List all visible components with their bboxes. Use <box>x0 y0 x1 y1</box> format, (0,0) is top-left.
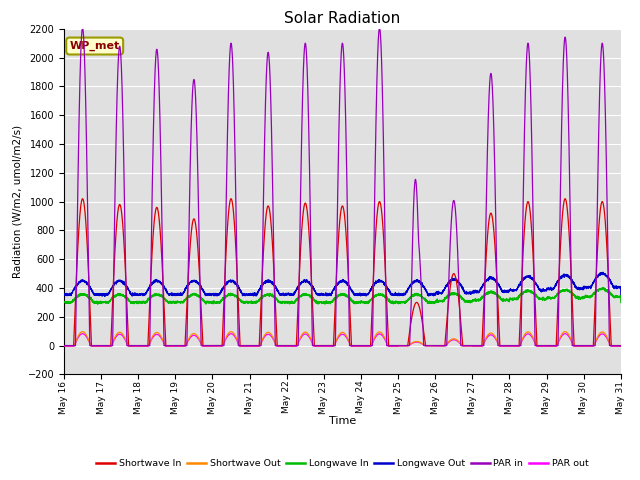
Text: WP_met: WP_met <box>70 41 120 51</box>
Y-axis label: Radiation (W/m2, umol/m2/s): Radiation (W/m2, umol/m2/s) <box>12 125 22 278</box>
Legend: Shortwave In, Shortwave Out, Longwave In, Longwave Out, PAR in, PAR out: Shortwave In, Shortwave Out, Longwave In… <box>93 455 592 472</box>
X-axis label: Time: Time <box>329 417 356 426</box>
Title: Solar Radiation: Solar Radiation <box>284 11 401 26</box>
